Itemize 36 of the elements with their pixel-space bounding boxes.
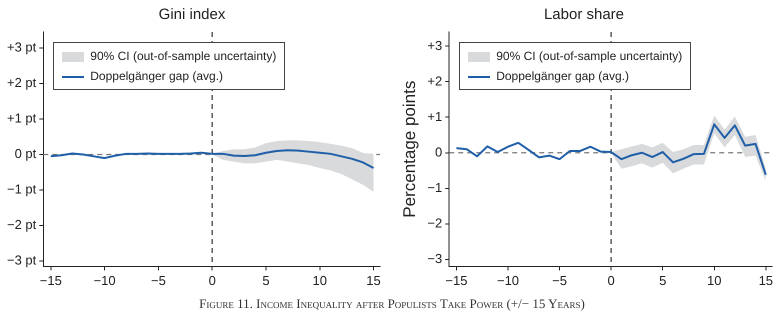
y-tick-label: −2 bbox=[427, 215, 442, 230]
x-tick-label: −15 bbox=[445, 272, 468, 288]
x-tick-label: 15 bbox=[758, 272, 774, 288]
y-tick-label: −2 pt bbox=[6, 217, 37, 232]
y-tick-label: −3 pt bbox=[6, 252, 37, 268]
y-tick-label: −3 bbox=[427, 250, 442, 266]
x-tick-label: 5 bbox=[659, 272, 666, 288]
y-axis-title: Percentage points bbox=[400, 80, 419, 218]
y-tick-label: +1 bbox=[427, 108, 442, 124]
x-tick-label: −5 bbox=[552, 272, 567, 288]
x-tick-label: −10 bbox=[94, 272, 116, 288]
x-tick-label: 15 bbox=[366, 272, 381, 288]
y-tick-label: −1 bbox=[427, 180, 442, 195]
y-tick-label: 0 pt bbox=[14, 146, 37, 162]
caption: Figure 11. Income Inequality after Populists Take Power (+/− 15 Years) bbox=[198, 296, 586, 312]
y-tick-label: +3 bbox=[427, 38, 442, 53]
x-tick-label: −15 bbox=[40, 272, 62, 288]
y-tick-label: −1 pt bbox=[6, 182, 37, 197]
y-tick-label: +2 pt bbox=[6, 75, 37, 90]
x-tick-label: 10 bbox=[312, 272, 327, 288]
y-tick-label: +1 pt bbox=[6, 110, 37, 126]
y-tick-label: 0 bbox=[434, 144, 442, 160]
legend-label: Doppelgänger gap (avg.) bbox=[90, 69, 224, 83]
y-tick-label: +2 bbox=[427, 73, 442, 88]
x-tick-label: −5 bbox=[150, 272, 166, 288]
x-tick-label: 10 bbox=[707, 272, 722, 288]
x-tick-label: −10 bbox=[496, 272, 520, 288]
legend-label: Doppelgänger gap (avg.) bbox=[496, 69, 629, 83]
chart-title: Gini index bbox=[158, 6, 226, 24]
x-tick-label: 5 bbox=[262, 272, 270, 288]
chart-title: Labor share bbox=[544, 6, 624, 24]
annotation: 90% CI (out-of-sample uncertainty) bbox=[90, 49, 276, 63]
x-tick-label: 0 bbox=[208, 272, 216, 288]
y-tick-label: +3 pt bbox=[6, 40, 37, 55]
annotation: 90% CI (out-of-sample uncertainty) bbox=[496, 49, 682, 63]
x-tick-label: 0 bbox=[608, 272, 615, 288]
